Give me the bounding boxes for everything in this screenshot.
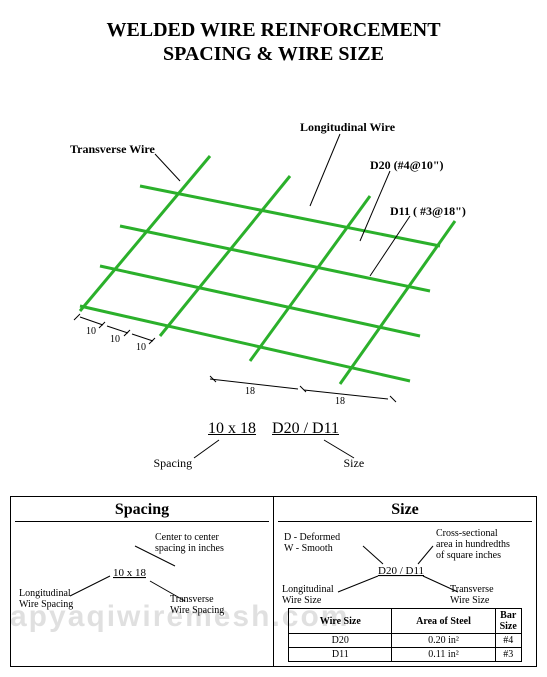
size-cell-title: Size — [278, 501, 532, 522]
wire-size-table: Wire Size Area of Steel Bar Size D20 0.2… — [288, 608, 522, 662]
size-dw-label: D - Deformed W - Smooth — [284, 532, 340, 554]
title-line-2: SPACING & WIRE SIZE — [10, 42, 537, 66]
dim-18-b: 18 — [335, 396, 345, 407]
size-mini-diagram: D20 / D11 D - Deformed W - Smooth Cross-… — [278, 526, 532, 606]
wire-th-2: Bar Size — [495, 609, 521, 634]
spec-line: 10 x 18 D20 / D11 — [10, 420, 537, 438]
label-transverse-wire: Transverse Wire — [70, 142, 155, 157]
table-row: D20 0.20 in² #4 — [289, 634, 522, 648]
spec-size-text: D20 / D11 — [272, 420, 339, 437]
info-table: Spacing 10 x 18 Center to center spacing… — [10, 496, 537, 667]
spacing-cell-title: Spacing — [15, 501, 269, 522]
label-d20: D20 (#4@10") — [370, 158, 443, 173]
spacing-cell: Spacing 10 x 18 Center to center spacing… — [11, 497, 274, 667]
dim-18-a: 18 — [245, 386, 255, 397]
wire-th-0: Wire Size — [289, 609, 392, 634]
label-d11: D11 ( #3@18") — [390, 204, 466, 219]
wire-th-1: Area of Steel — [392, 609, 495, 634]
spacing-mini-diagram: 10 x 18 Center to center spacing in inch… — [15, 526, 269, 636]
main-diagram: 10 10 10 18 18 Transverse Wire Longitudi… — [10, 76, 537, 416]
size-xsec-label: Cross-sectional area in hundredths of sq… — [436, 528, 510, 561]
spacing-center-text: 10 x 18 — [113, 567, 147, 579]
table-row: D11 0.11 in² #3 — [289, 648, 522, 662]
size-cell: Size D20 / D11 D - Deformed W - Smooth C… — [274, 497, 537, 667]
dim-10-a: 10 — [86, 326, 96, 337]
spec-spacing-label: Spacing — [154, 456, 193, 471]
dim-10-b: 10 — [110, 334, 120, 345]
spec-spacing-text: 10 x 18 — [208, 420, 256, 437]
spacing-long-label: Longitudinal Wire Spacing — [19, 588, 73, 610]
spec-size-label: Size — [344, 456, 365, 471]
size-center-text: D20 / D11 — [378, 565, 424, 577]
size-trans-label: Transverse Wire Size — [450, 584, 494, 606]
wire-grid-svg: 10 10 10 18 18 — [10, 76, 537, 416]
spacing-ctc-label: Center to center spacing in inches — [155, 532, 224, 554]
size-long-label: Longitudinal Wire Size — [282, 584, 334, 606]
title-line-1: WELDED WIRE REINFORCEMENT — [10, 18, 537, 42]
spacing-trans-label: Transverse Wire Spacing — [170, 594, 224, 616]
label-longitudinal-wire: Longitudinal Wire — [300, 120, 395, 135]
dim-10-c: 10 — [136, 342, 146, 353]
spec-sub-labels: Spacing Size — [124, 438, 424, 478]
